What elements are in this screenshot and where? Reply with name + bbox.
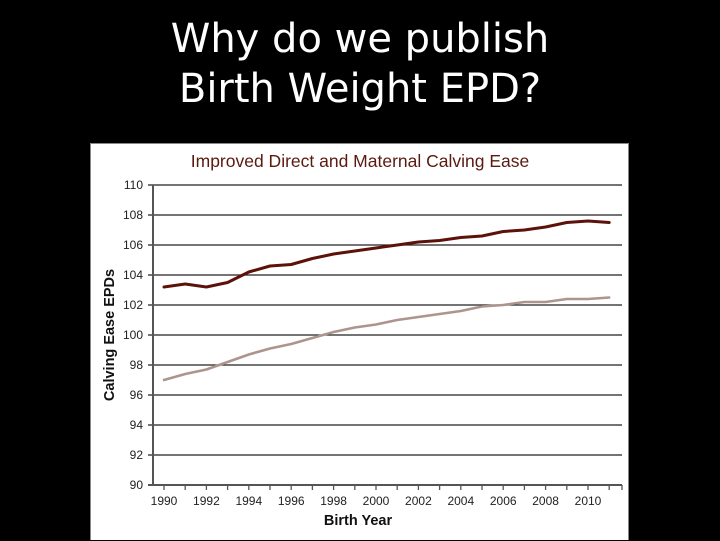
y-axis-title: Calving Ease EPDs [102,269,118,401]
x-tick-label: 1998 [320,494,347,508]
slide-title-line-1: Why do we publish [170,16,550,62]
series-line-maternal [162,296,611,382]
slide-title-line-2: Birth Weight EPD? [178,66,542,112]
x-tick-label: 1994 [235,494,262,508]
x-tick-label: 2002 [405,494,432,508]
x-axis-title: Birth Year [324,513,393,529]
data-series [162,219,611,382]
y-tick-label: 110 [124,178,143,192]
x-tick-label: 1996 [278,494,305,508]
y-tick-label: 102 [123,298,143,312]
x-tick-label: 2006 [490,494,517,508]
x-tick-label: 2004 [447,494,474,508]
x-tick-label: 1992 [193,494,220,508]
y-axis-ticks: 90 92 94 96 98 100 102 104 106 108 110 [123,178,143,492]
x-tick-label: 2008 [532,494,559,508]
y-tick-label: 92 [130,448,144,462]
chart-title: Improved Direct and Maternal Calving Eas… [191,151,530,171]
y-tick-label: 90 [130,478,144,492]
chart-panel: Improved Direct and Maternal Calving Eas… [90,143,629,540]
y-tick-label: 98 [130,358,144,372]
x-tick-label: 2010 [575,494,602,508]
y-tick-label: 96 [130,388,144,402]
y-tick-label: 106 [123,238,143,252]
y-tick-label: 104 [123,268,143,282]
series-line-direct [162,219,611,289]
x-tick-label: 1990 [151,494,178,508]
slide-title: Why do we publish Birth Weight EPD? [0,14,720,114]
gridlines [148,184,622,486]
y-tick-label: 94 [130,418,144,432]
y-tick-label: 108 [123,208,143,222]
x-tick-label: 2000 [363,494,390,508]
x-axis-ticks: 1990 1992 1994 1996 1998 2000 2002 2004 2006 2008… [151,485,623,508]
y-tick-label: 100 [123,328,143,342]
line-chart: Improved Direct and Maternal Calving Eas… [102,151,623,529]
